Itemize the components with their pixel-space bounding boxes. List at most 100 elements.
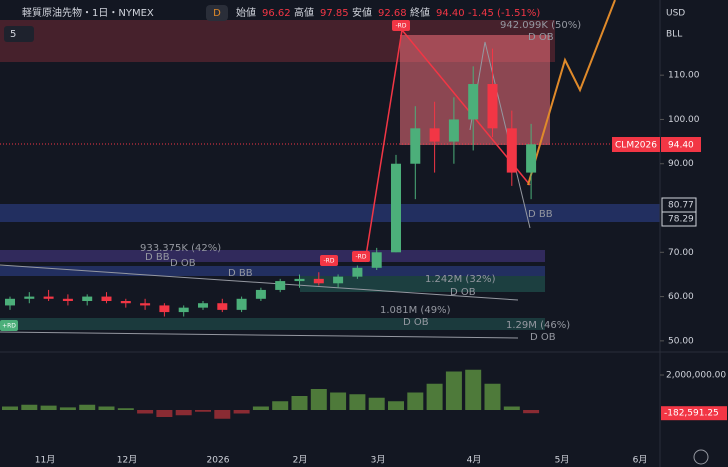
y-tick-label: 90.00 xyxy=(668,159,694,169)
candle-body xyxy=(506,128,517,173)
bb-zone xyxy=(0,204,660,222)
candle-body xyxy=(410,128,421,164)
x-tick-label: 4月 xyxy=(467,455,482,466)
candle-body xyxy=(526,144,537,173)
candle-body xyxy=(294,278,305,282)
lower-tag-bg xyxy=(661,211,697,227)
annotation: D BB xyxy=(145,252,170,263)
y-tick-label: 2,000,000.00 xyxy=(666,371,726,381)
trend-line xyxy=(0,264,519,301)
symbol-title: 軽質原油先物・1日・NYMEX xyxy=(22,6,154,19)
osc-bar xyxy=(98,406,115,410)
x-tick-label: 11月 xyxy=(35,455,55,466)
low-label: 安値 xyxy=(352,6,372,19)
osc-bar xyxy=(156,410,173,417)
y-tick-label: 110.00 xyxy=(668,71,700,81)
x-tick-label: 3月 xyxy=(371,455,386,466)
candle-body xyxy=(468,84,479,120)
open-value: 96.62 xyxy=(262,8,291,19)
annotation: 942.099K (50%) xyxy=(500,20,581,31)
candle-body xyxy=(43,296,54,299)
x-tick-label: 6月 xyxy=(633,455,648,466)
y-tick-label: 50.00 xyxy=(668,336,694,346)
bb-zone xyxy=(0,266,545,276)
candle-body xyxy=(448,119,459,142)
candle-body xyxy=(82,296,93,302)
osc-bar xyxy=(233,410,250,414)
osc-bar xyxy=(21,404,38,410)
currency[interactable]: USD xyxy=(666,9,685,19)
candle-body xyxy=(313,278,324,284)
candle-body xyxy=(371,252,382,268)
osc-bar xyxy=(484,383,501,410)
osc-bar xyxy=(175,410,192,416)
osc-bar xyxy=(523,410,540,414)
annotation: D BB xyxy=(228,268,253,279)
osc-bar xyxy=(137,410,154,414)
close-value: 94.40 xyxy=(436,8,465,19)
y-tick-label: 60.00 xyxy=(668,292,694,302)
osc-bar xyxy=(445,371,462,410)
x-tick-label: 5月 xyxy=(555,455,570,466)
candle-body xyxy=(178,307,189,313)
rd-badge xyxy=(320,255,338,266)
candle-body xyxy=(255,289,266,299)
candle-body xyxy=(198,303,208,308)
high-label: 高値 xyxy=(294,6,314,19)
annotation: 933.375K (42%) xyxy=(140,243,221,254)
rd-label: -RD xyxy=(324,258,335,265)
osc-bar xyxy=(368,397,385,410)
annotation: D OB xyxy=(450,287,476,298)
osc-bar xyxy=(59,407,76,410)
collapse-count[interactable]: 5 xyxy=(10,29,16,40)
candle-body xyxy=(140,303,151,306)
ob-zone xyxy=(0,318,545,330)
candle-body xyxy=(236,298,247,310)
x-tick-label: 2026 xyxy=(207,456,230,466)
close-label: 終値 xyxy=(410,6,430,19)
collapse-button[interactable] xyxy=(4,26,34,42)
last-tag-bg xyxy=(661,137,701,152)
annotation: D OB xyxy=(170,258,196,269)
osc-bar xyxy=(272,401,289,410)
annotation: D OB xyxy=(530,332,556,343)
osc-bar xyxy=(388,401,404,410)
candle-body xyxy=(24,296,35,299)
osc-last-tag-bg xyxy=(661,406,727,421)
candle-body xyxy=(62,298,73,302)
osc-bar xyxy=(2,406,18,410)
rd-badge xyxy=(0,320,18,331)
symbol-tag-bg xyxy=(612,137,660,152)
symbol-tag: CLM2026 xyxy=(615,141,657,151)
candle-body xyxy=(352,267,363,277)
rd-label: -RD xyxy=(396,23,407,30)
y-tick-label: 70.00 xyxy=(668,248,694,258)
high-value: 97.85 xyxy=(320,8,349,19)
forecast-line xyxy=(527,0,616,186)
osc-bar xyxy=(40,405,57,410)
badge[interactable]: D xyxy=(213,8,221,19)
x-tick-label: 12月 xyxy=(117,455,137,466)
osc-bar xyxy=(407,392,424,410)
annotation: 1.242M (32%) xyxy=(425,274,496,285)
osc-bar xyxy=(503,406,520,410)
lower-tag: 78.29 xyxy=(668,215,694,225)
unit[interactable]: BLL xyxy=(666,30,682,40)
ob-zone xyxy=(0,250,545,262)
upper-tag: 80.77 xyxy=(668,201,694,211)
candle-body xyxy=(333,276,344,284)
change: -1.45 (-1.51%) xyxy=(468,8,540,19)
osc-bar xyxy=(330,392,347,410)
settings-button[interactable] xyxy=(693,449,709,465)
osc-bar xyxy=(195,410,211,412)
osc-bar xyxy=(79,404,96,410)
osc-bar xyxy=(117,408,134,410)
osc-bar xyxy=(349,394,366,410)
annotation: D OB xyxy=(528,32,554,43)
osc-bar xyxy=(465,369,482,410)
candle-body xyxy=(391,163,401,253)
badge-bg[interactable] xyxy=(206,5,228,21)
candle-body xyxy=(275,281,286,290)
